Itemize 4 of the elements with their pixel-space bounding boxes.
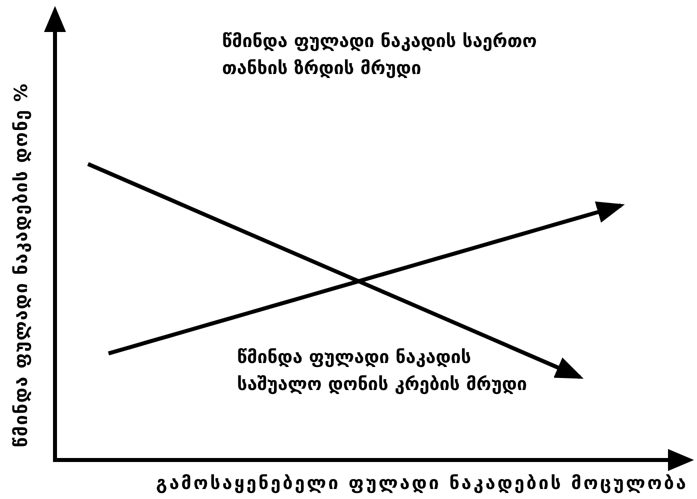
y-axis-title: წმინდა ფულადი ნაკადების დონე % [11, 82, 32, 448]
text: წმინდა ფულადი ნაკადის საერთო თანხის ზრდის მრუდი [222, 31, 537, 79]
x-axis-title: გამოსაყენებელი ფულადი ნაკადების მოცულობა [156, 473, 688, 494]
series-label: წმინდა ფულადი ნაკადის საშუალო დონის კრების მრუდი [237, 347, 528, 395]
